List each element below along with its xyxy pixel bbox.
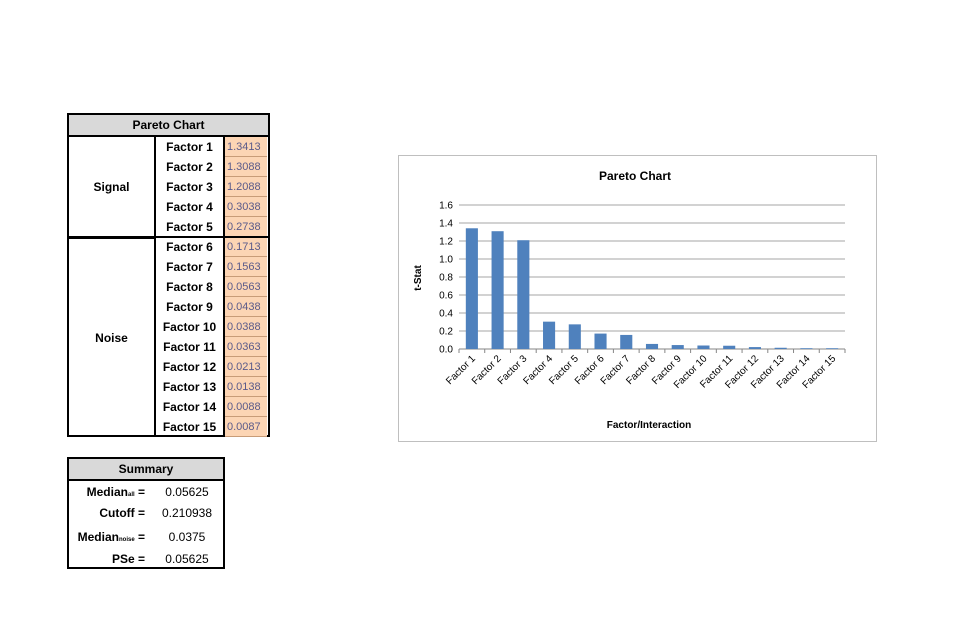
factor-label: Factor 10 xyxy=(162,320,217,334)
bar xyxy=(748,347,761,349)
summary-row: Medianall = 0.05625 xyxy=(69,485,223,507)
pareto-table-title: Pareto Chart xyxy=(69,115,268,137)
summary-value: 0.05625 xyxy=(165,485,209,499)
factor-value-cell: 0.0363 xyxy=(225,337,267,357)
bar xyxy=(697,345,710,349)
y-tick-label: 0.2 xyxy=(439,327,453,338)
factor-label: Factor 7 xyxy=(166,260,213,274)
summary-title: Summary xyxy=(69,459,223,481)
factor-label: Factor 6 xyxy=(166,240,213,254)
table-divider xyxy=(223,137,225,435)
summary-value: 0.0375 xyxy=(168,530,206,544)
summary-value: 0.05625 xyxy=(165,552,209,566)
factor-value-cell: 0.0438 xyxy=(225,297,267,317)
y-tick-label: 0.4 xyxy=(439,309,453,320)
y-tick-label: 0.6 xyxy=(439,291,453,302)
factor-label: Factor 11 xyxy=(163,340,216,354)
y-tick-label: 1.4 xyxy=(439,219,453,230)
bar xyxy=(543,321,556,349)
factor-value-cell: 0.0087 xyxy=(225,417,267,437)
factor-value-cell: 1.3413 xyxy=(225,137,267,157)
bar xyxy=(671,345,684,349)
bar xyxy=(774,347,787,349)
group-label: Noise xyxy=(69,237,154,437)
factor-label: Factor 5 xyxy=(166,220,213,234)
factor-value-cell: 0.1563 xyxy=(225,257,267,277)
bar xyxy=(723,345,736,349)
factor-label: Factor 8 xyxy=(166,280,213,294)
bar xyxy=(826,348,839,349)
y-tick-label: 0.8 xyxy=(439,273,453,284)
factor-value-cell: 0.0388 xyxy=(225,317,267,337)
chart-title: Pareto Chart xyxy=(599,169,671,183)
summary-label-text: Cutoff = xyxy=(99,506,145,520)
pareto-table: Pareto Chart Signal Factor 1 1.3413 Factor … xyxy=(67,113,270,437)
summary-label-suffix: = xyxy=(134,530,145,544)
group-separator xyxy=(69,236,268,238)
group-label: Signal xyxy=(93,180,130,194)
summary-label: Mediannoise = xyxy=(78,530,145,544)
summary-label: PSe = xyxy=(112,552,145,566)
summary-label-subscript: noise xyxy=(118,537,135,543)
summary-table: Summary Medianall = 0.05625 Cutoff = 0.2109… xyxy=(67,457,225,569)
bar xyxy=(491,231,504,349)
summary-label: Medianall = xyxy=(87,485,145,499)
factor-label: Factor 3 xyxy=(166,180,213,194)
factor-label: Factor 4 xyxy=(166,200,213,214)
factor-value-cell: 0.0563 xyxy=(225,277,267,297)
summary-row: Mediannoise = 0.0375 xyxy=(69,530,223,552)
y-tick-label: 1.0 xyxy=(439,255,453,266)
factor-value-cell: 1.3088 xyxy=(225,157,267,177)
factor-value-cell: 0.1713 xyxy=(225,237,267,257)
summary-label-subscript: all xyxy=(127,492,135,498)
factor-label: Factor 15 xyxy=(162,420,217,434)
summary-label-suffix: = xyxy=(134,485,145,499)
summary-label-text: PSe = xyxy=(111,552,145,566)
summary-row: PSe = 0.05625 xyxy=(69,552,223,574)
factor-label: Factor 2 xyxy=(166,160,213,174)
summary-row: Cutoff = 0.210938 xyxy=(69,506,223,528)
y-tick-label: 1.2 xyxy=(439,237,453,248)
factor-value-cell: 0.2738 xyxy=(225,217,267,237)
bar xyxy=(517,240,530,349)
factor-label: Factor 14 xyxy=(162,400,217,414)
factor-value-cell: 0.0088 xyxy=(225,397,267,417)
bar xyxy=(645,343,659,349)
factor-label: Factor 9 xyxy=(166,300,213,314)
factor-label: Factor 1 xyxy=(166,140,213,154)
factor-value-cell: 1.2088 xyxy=(225,177,267,197)
pareto-chart: Pareto Chart Factor/Interaction t-Stat 0… xyxy=(398,155,877,442)
factor-value-cell: 0.0213 xyxy=(225,357,267,377)
factor-value-cell: 0.3038 xyxy=(225,197,267,217)
y-tick-label: 1.6 xyxy=(439,201,453,212)
x-axis-label: Factor/Interaction xyxy=(607,420,691,431)
y-tick-label: 0.0 xyxy=(439,345,453,356)
summary-label: Cutoff = xyxy=(99,506,145,520)
summary-label-text: Median xyxy=(86,485,128,499)
bar xyxy=(800,348,813,349)
y-axis-label: t-Stat xyxy=(413,265,424,291)
bar xyxy=(620,334,633,349)
chart-svg: Pareto Chart Factor/Interaction t-Stat 0… xyxy=(413,169,846,431)
factor-label: Factor 13 xyxy=(162,380,217,394)
factor-label: Factor 12 xyxy=(162,360,217,374)
table-divider xyxy=(154,137,156,435)
bar xyxy=(594,333,607,349)
summary-label-text: Median xyxy=(77,530,119,544)
factor-value-cell: 0.0138 xyxy=(225,377,267,397)
bar xyxy=(465,228,478,349)
bar xyxy=(568,324,581,349)
summary-value: 0.210938 xyxy=(161,506,213,520)
